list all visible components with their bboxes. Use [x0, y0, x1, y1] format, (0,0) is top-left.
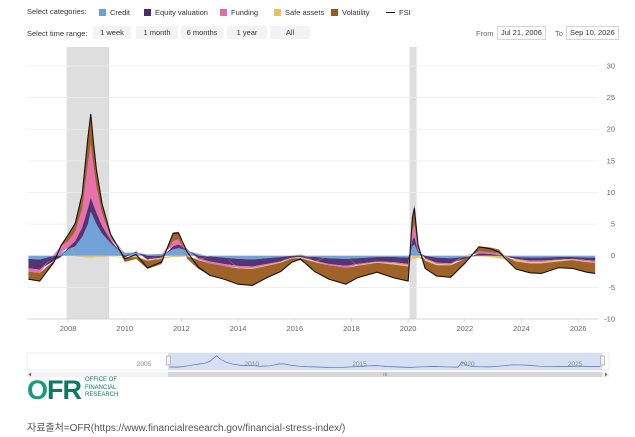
- scroll-right-arrow-icon[interactable]: [605, 372, 608, 377]
- legend-swatch: [220, 8, 227, 16]
- range-button-6-months[interactable]: 6 months: [181, 26, 223, 39]
- navigator-left-handle[interactable]: [165, 355, 171, 366]
- navigator[interactable]: 2005 2010 2015 2020 2025: [0, 350, 635, 380]
- scroll-left-arrow-icon[interactable]: [28, 372, 32, 377]
- legend-swatch: [144, 8, 151, 16]
- navigator-tick-label: 2015: [352, 361, 367, 368]
- legend-swatch: [331, 8, 338, 16]
- y-tick-label: 10: [607, 188, 615, 197]
- area-series-credit: [28, 211, 596, 260]
- x-tick-label: 2010: [116, 324, 133, 333]
- navigator-selection[interactable]: [168, 353, 603, 370]
- navigator-right-handle[interactable]: [600, 355, 605, 366]
- legend-title: Select categories:: [27, 7, 87, 16]
- fsi-line: [28, 113, 596, 287]
- y-tick-label: 15: [607, 156, 615, 165]
- legend-label: Equity valuation: [155, 7, 208, 17]
- category-legend: Select categories: Credit Equity valuatio…: [0, 0, 635, 24]
- fsi-chart: -10 -5 0 5 10 15 20 25 30 2008 2010 2012 2014 2016 201…: [27, 47, 615, 333]
- to-date-input[interactable]: Sep 10, 2026: [566, 26, 619, 40]
- shaded-period-1: [409, 47, 417, 319]
- x-tick-label: 2024: [513, 324, 530, 333]
- time-range-selector: Select time range: 1 week 1 month 6 mont…: [0, 24, 635, 42]
- legend-label: Credit: [110, 7, 131, 17]
- from-date-input[interactable]: Jul 21, 2006: [497, 26, 546, 40]
- legend-item-funding[interactable]: Funding: [220, 6, 258, 18]
- x-tick-label: 2018: [343, 324, 360, 333]
- legend-label: FSI: [399, 7, 411, 17]
- x-tick-label: 2008: [60, 324, 77, 333]
- x-tick-label: 2026: [570, 324, 587, 333]
- legend-item-safe-assets[interactable]: Safe assets: [274, 6, 324, 18]
- source-caption: 자료출처=OFR(https://www.financialresearch.g…: [27, 423, 346, 434]
- y-tick-label: -10: [604, 315, 615, 324]
- legend-label: Safe assets: [285, 7, 325, 17]
- range-button-1-month[interactable]: 1 month: [136, 26, 178, 39]
- navigator-tick-label: 2010: [245, 361, 260, 368]
- legend-swatch: [99, 8, 106, 16]
- time-range-title: Select time range:: [27, 29, 88, 38]
- y-tick-label: 25: [607, 93, 615, 102]
- x-tick-label: 2014: [230, 324, 247, 333]
- x-tick-label: 2012: [173, 324, 190, 333]
- y-tick-label: 5: [611, 220, 615, 229]
- from-label: From: [476, 29, 494, 38]
- navigator-line: [169, 355, 601, 368]
- range-button-1-week[interactable]: 1 week: [93, 26, 131, 39]
- y-tick-label: 0: [611, 251, 615, 260]
- legend-swatch: [386, 11, 395, 13]
- legend-item-fsi[interactable]: FSI: [386, 6, 411, 18]
- legend-swatch: [274, 8, 281, 16]
- navigator-tick-label: 2025: [568, 361, 583, 368]
- ofr-logo-text: OFFICE OF FINANCIAL RESEARCH: [85, 377, 119, 398]
- legend-item-credit[interactable]: Credit: [99, 6, 130, 18]
- legend-item-volatility[interactable]: Volatility: [331, 6, 370, 18]
- navigator-tick-label: 2005: [137, 361, 152, 368]
- x-tick-label: 2020: [400, 324, 417, 333]
- x-tick-label: 2022: [456, 324, 473, 333]
- ofr-logo: OFR OFFICE OF FINANCIAL RESEARCH: [27, 375, 167, 405]
- navigator-tick-label: 2020: [460, 361, 475, 368]
- range-button-1-year[interactable]: 1 year: [227, 26, 267, 39]
- legend-label: Volatility: [342, 7, 370, 17]
- y-tick-label: 30: [607, 61, 615, 70]
- ofr-logo-mark: OFR: [27, 375, 82, 405]
- y-tick-label: 20: [607, 125, 615, 134]
- to-label: To: [555, 29, 563, 38]
- x-tick-label: 2016: [286, 324, 303, 333]
- y-tick-label: -5: [608, 283, 615, 292]
- range-button-all[interactable]: All: [270, 26, 310, 39]
- legend-label: Funding: [231, 7, 259, 17]
- legend-item-equity-valuation[interactable]: Equity valuation: [144, 6, 208, 18]
